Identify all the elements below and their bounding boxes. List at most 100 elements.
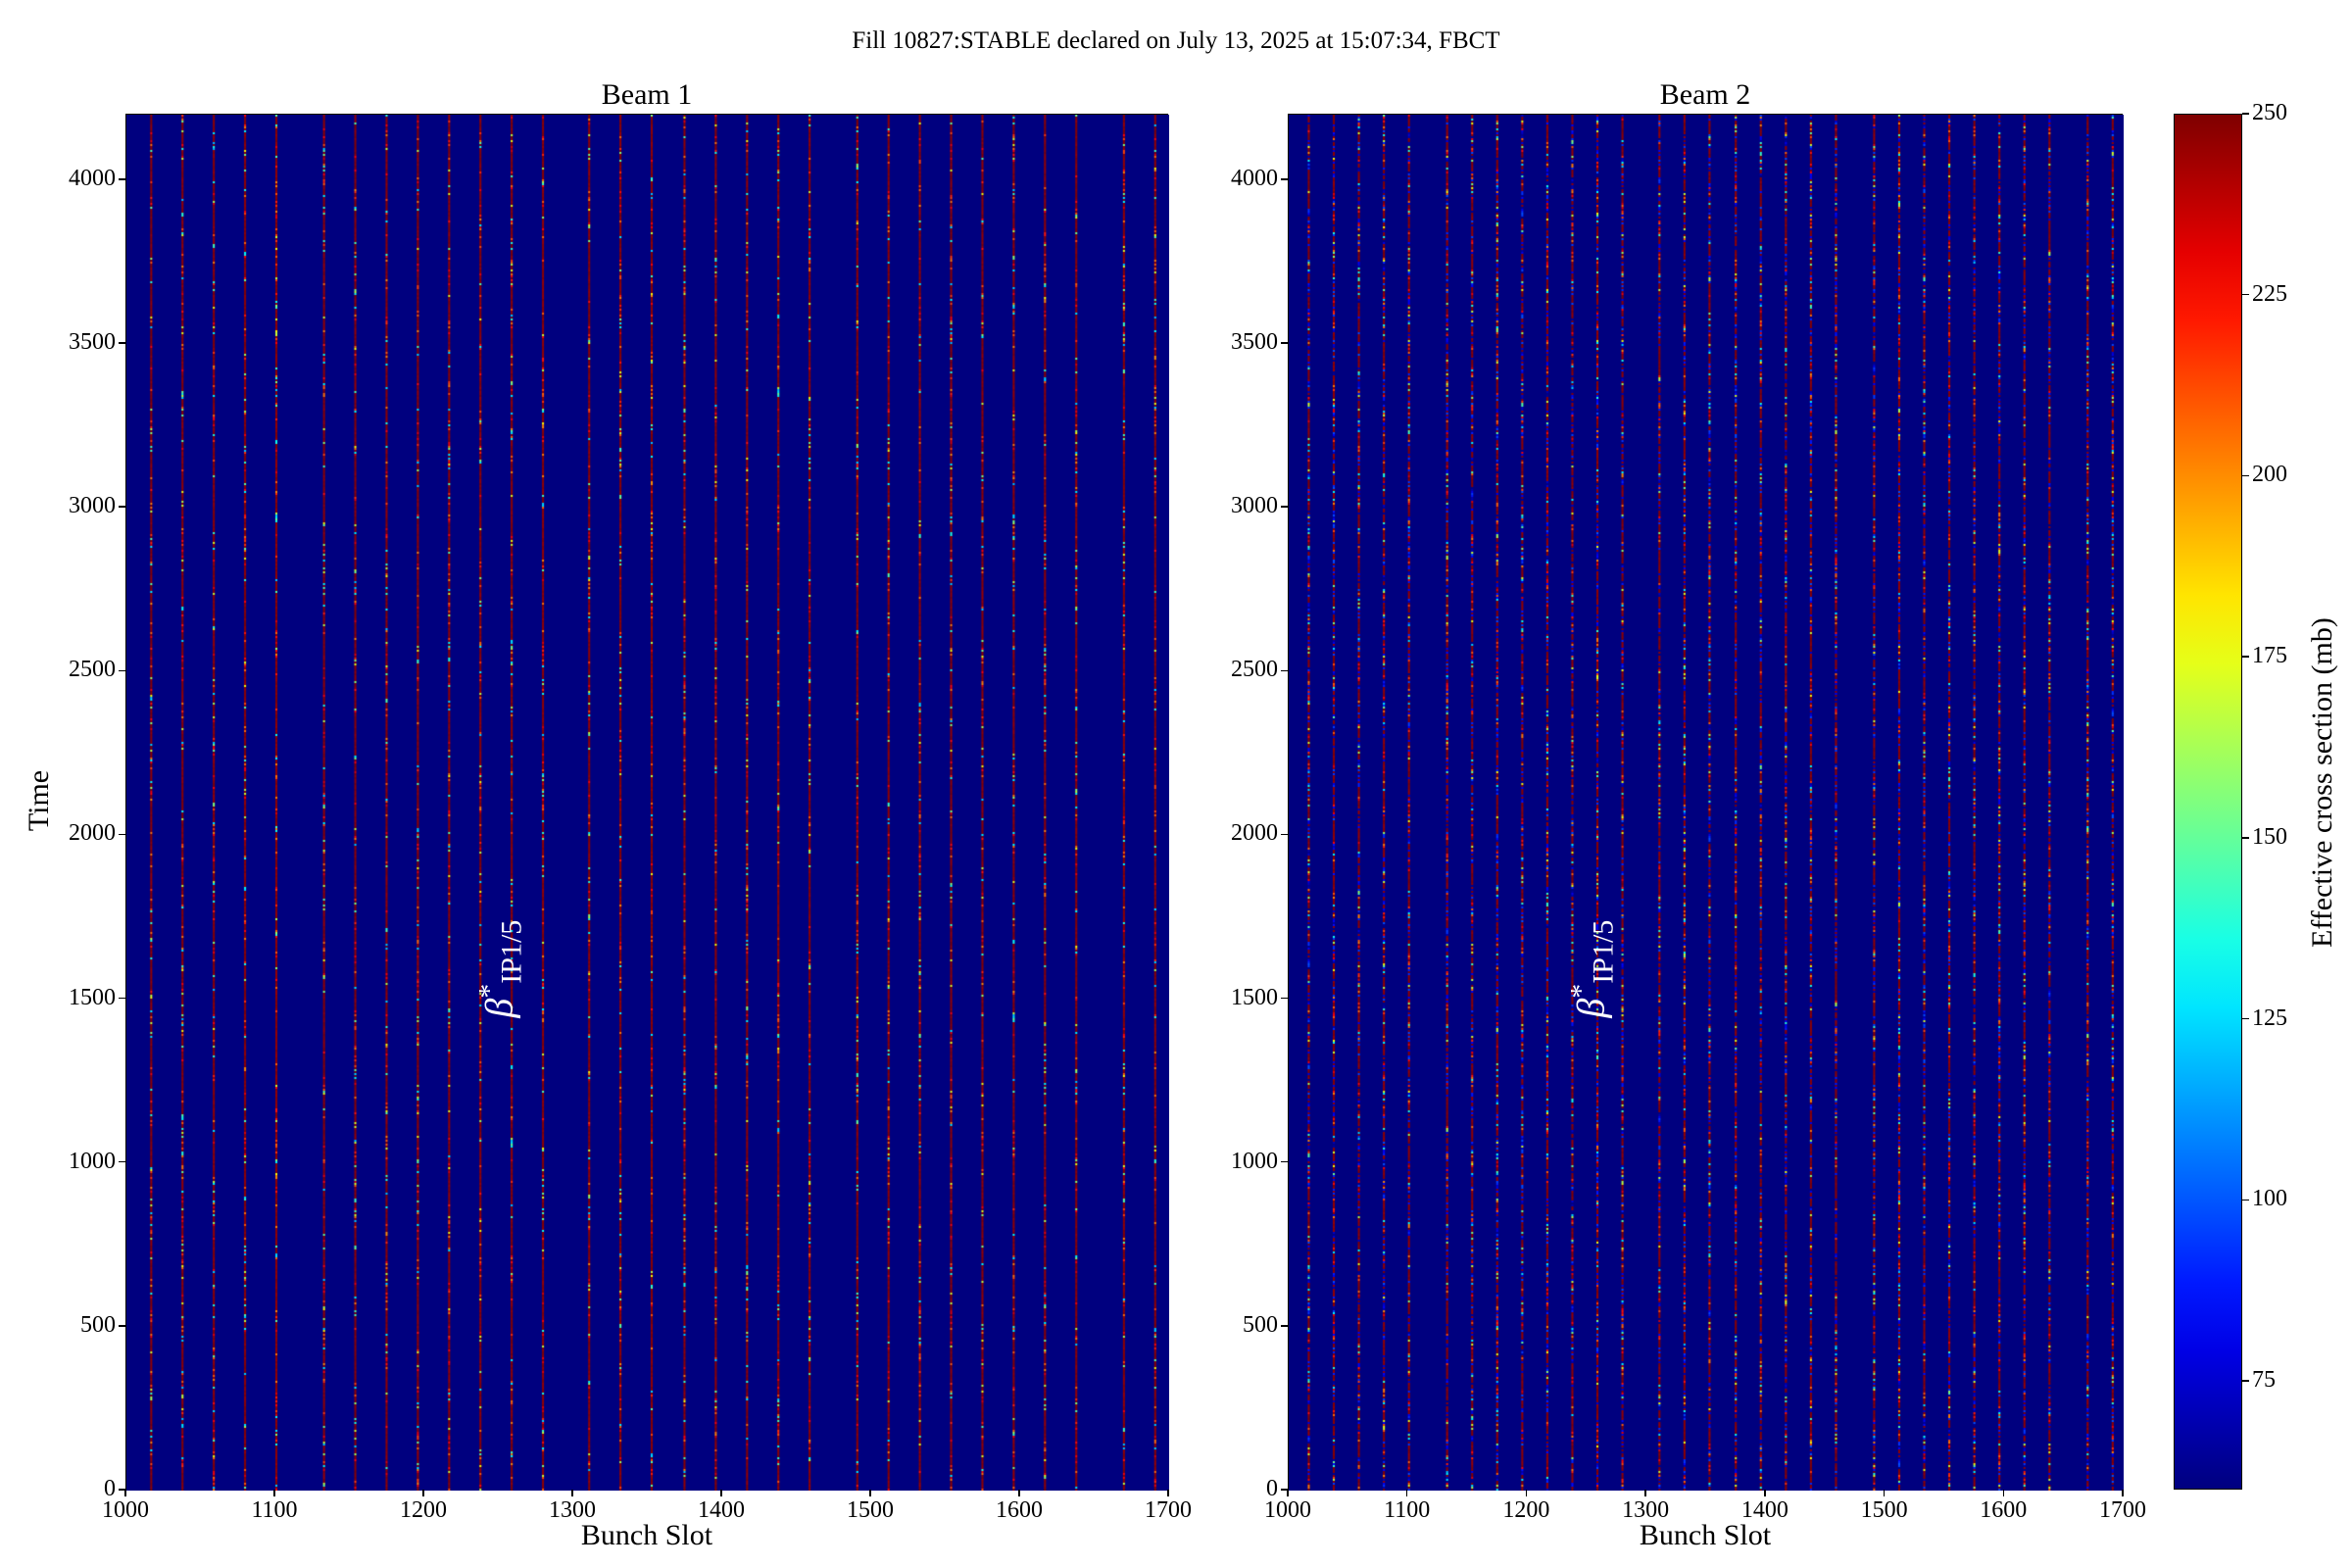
- y-tick-label: 2000: [1231, 820, 1278, 847]
- y-tick-label: 1000: [69, 1148, 116, 1174]
- annotation-sub: IP1/5: [495, 919, 528, 984]
- x-tick-label: 1700: [2099, 1497, 2146, 1523]
- heatmap-beam2: β*IP1/5: [1288, 114, 2124, 1491]
- y-tick-label: 0: [104, 1476, 116, 1501]
- colorbar-tick-label: 125: [2252, 1004, 2287, 1031]
- panel-title-beam2: Beam 2: [1659, 78, 1751, 111]
- x-tick-label: 1200: [1502, 1497, 1550, 1523]
- x-tick-label: 1400: [1740, 1497, 1788, 1523]
- heatmap-beam1: β*IP1/5: [125, 114, 1169, 1491]
- x-tick-label: 1000: [1264, 1497, 1311, 1523]
- y-tick-label: 3500: [1231, 329, 1278, 355]
- y-tick: [1281, 1325, 1288, 1327]
- x-tick-label: 1600: [996, 1497, 1043, 1523]
- y-tick: [119, 342, 125, 344]
- y-tick-label: 3000: [69, 493, 116, 519]
- y-tick-label: 3000: [1231, 493, 1278, 519]
- heatmap-canvas-beam1: [126, 115, 1169, 1491]
- y-tick: [119, 1325, 125, 1327]
- x-tick-label: 1300: [1622, 1497, 1670, 1523]
- x-tick: [1167, 1490, 1169, 1496]
- colorbar-tick: [2242, 113, 2249, 115]
- x-tick: [1644, 1490, 1646, 1496]
- colorbar-tick-label: 100: [2252, 1186, 2287, 1212]
- y-tick-label: 2000: [69, 820, 116, 847]
- x-tick-label: 1600: [1980, 1497, 2028, 1523]
- y-tick-label: 1500: [1231, 984, 1278, 1010]
- y-tick: [1281, 506, 1288, 508]
- x-tick: [1883, 1490, 1886, 1496]
- colorbar-tick: [2242, 656, 2249, 658]
- y-tick: [1281, 669, 1288, 672]
- y-tick: [119, 997, 125, 1000]
- x-tick-label: 1200: [400, 1497, 447, 1523]
- colorbar-tick-label: 75: [2252, 1367, 2276, 1394]
- annotation-sub: IP1/5: [1587, 919, 1620, 984]
- x-tick: [720, 1490, 722, 1496]
- y-tick: [1281, 1160, 1288, 1163]
- y-tick: [1281, 997, 1288, 1000]
- x-tick: [1764, 1490, 1766, 1496]
- y-tick: [119, 1160, 125, 1163]
- x-tick: [1525, 1490, 1528, 1496]
- y-tick-label: 1000: [1231, 1148, 1278, 1174]
- x-tick: [422, 1490, 424, 1496]
- annotation-sup: *: [1563, 983, 1596, 999]
- colorbar-tick: [2242, 837, 2249, 839]
- colorbar-tick: [2242, 474, 2249, 477]
- x-tick-label: 1500: [1860, 1497, 1908, 1523]
- y-tick: [1281, 342, 1288, 344]
- y-tick: [119, 178, 125, 180]
- y-tick-label: 2500: [69, 657, 116, 683]
- x-tick-label: 1400: [698, 1497, 745, 1523]
- y-tick-label: 0: [1266, 1476, 1278, 1501]
- y-tick: [119, 669, 125, 672]
- x-tick-label: 1300: [549, 1497, 596, 1523]
- colorbar-tick-label: 250: [2252, 100, 2287, 125]
- x-axis-label-beam1: Bunch Slot: [580, 1519, 713, 1551]
- x-tick: [1405, 1490, 1408, 1496]
- beta-star-annotation: β*IP1/5: [1544, 919, 1642, 1017]
- x-tick-label: 1100: [251, 1497, 298, 1523]
- colorbar-tick: [2242, 293, 2249, 296]
- y-tick: [119, 833, 125, 836]
- x-tick: [2122, 1490, 2124, 1496]
- annotation-base: β: [1568, 998, 1613, 1018]
- x-tick: [1018, 1490, 1020, 1496]
- x-tick: [571, 1490, 573, 1496]
- panel-title-beam1: Beam 1: [601, 78, 693, 111]
- x-tick-label: 1000: [102, 1497, 149, 1523]
- colorbar-label: Effective cross section (mb): [2306, 617, 2338, 948]
- y-tick: [119, 1489, 125, 1491]
- colorbar-tick-label: 200: [2252, 462, 2287, 488]
- x-tick: [1287, 1490, 1289, 1496]
- annotation-sup: *: [472, 983, 506, 999]
- colorbar-tick: [2242, 1199, 2249, 1201]
- x-tick-label: 1100: [1384, 1497, 1431, 1523]
- figure-title: Fill 10827:STABLE declared on July 13, 2…: [852, 27, 1500, 54]
- colorbar-tick-label: 175: [2252, 643, 2287, 669]
- y-tick-label: 4000: [1231, 165, 1278, 191]
- y-tick-label: 4000: [69, 165, 116, 191]
- y-tick-label: 1500: [69, 984, 116, 1010]
- colorbar: [2174, 114, 2242, 1490]
- x-tick-label: 1700: [1145, 1497, 1192, 1523]
- x-tick: [273, 1490, 275, 1496]
- heatmap-canvas-beam2: [1289, 115, 2124, 1491]
- y-tick: [119, 506, 125, 508]
- y-tick: [1281, 178, 1288, 180]
- beta-star-annotation: β*IP1/5: [452, 919, 550, 1017]
- colorbar-tick: [2242, 1380, 2249, 1382]
- y-tick-label: 500: [80, 1311, 116, 1338]
- colorbar-tick-label: 150: [2252, 823, 2287, 850]
- colorbar-tick-label: 225: [2252, 280, 2287, 307]
- x-tick: [2002, 1490, 2005, 1496]
- y-tick-label: 500: [1243, 1311, 1278, 1338]
- x-axis-label-beam2: Bunch Slot: [1639, 1519, 1772, 1551]
- y-tick: [1281, 833, 1288, 836]
- annotation-base: β: [476, 998, 521, 1018]
- y-tick-label: 3500: [69, 329, 116, 355]
- x-tick-label: 1500: [847, 1497, 894, 1523]
- colorbar-tick: [2242, 1017, 2249, 1020]
